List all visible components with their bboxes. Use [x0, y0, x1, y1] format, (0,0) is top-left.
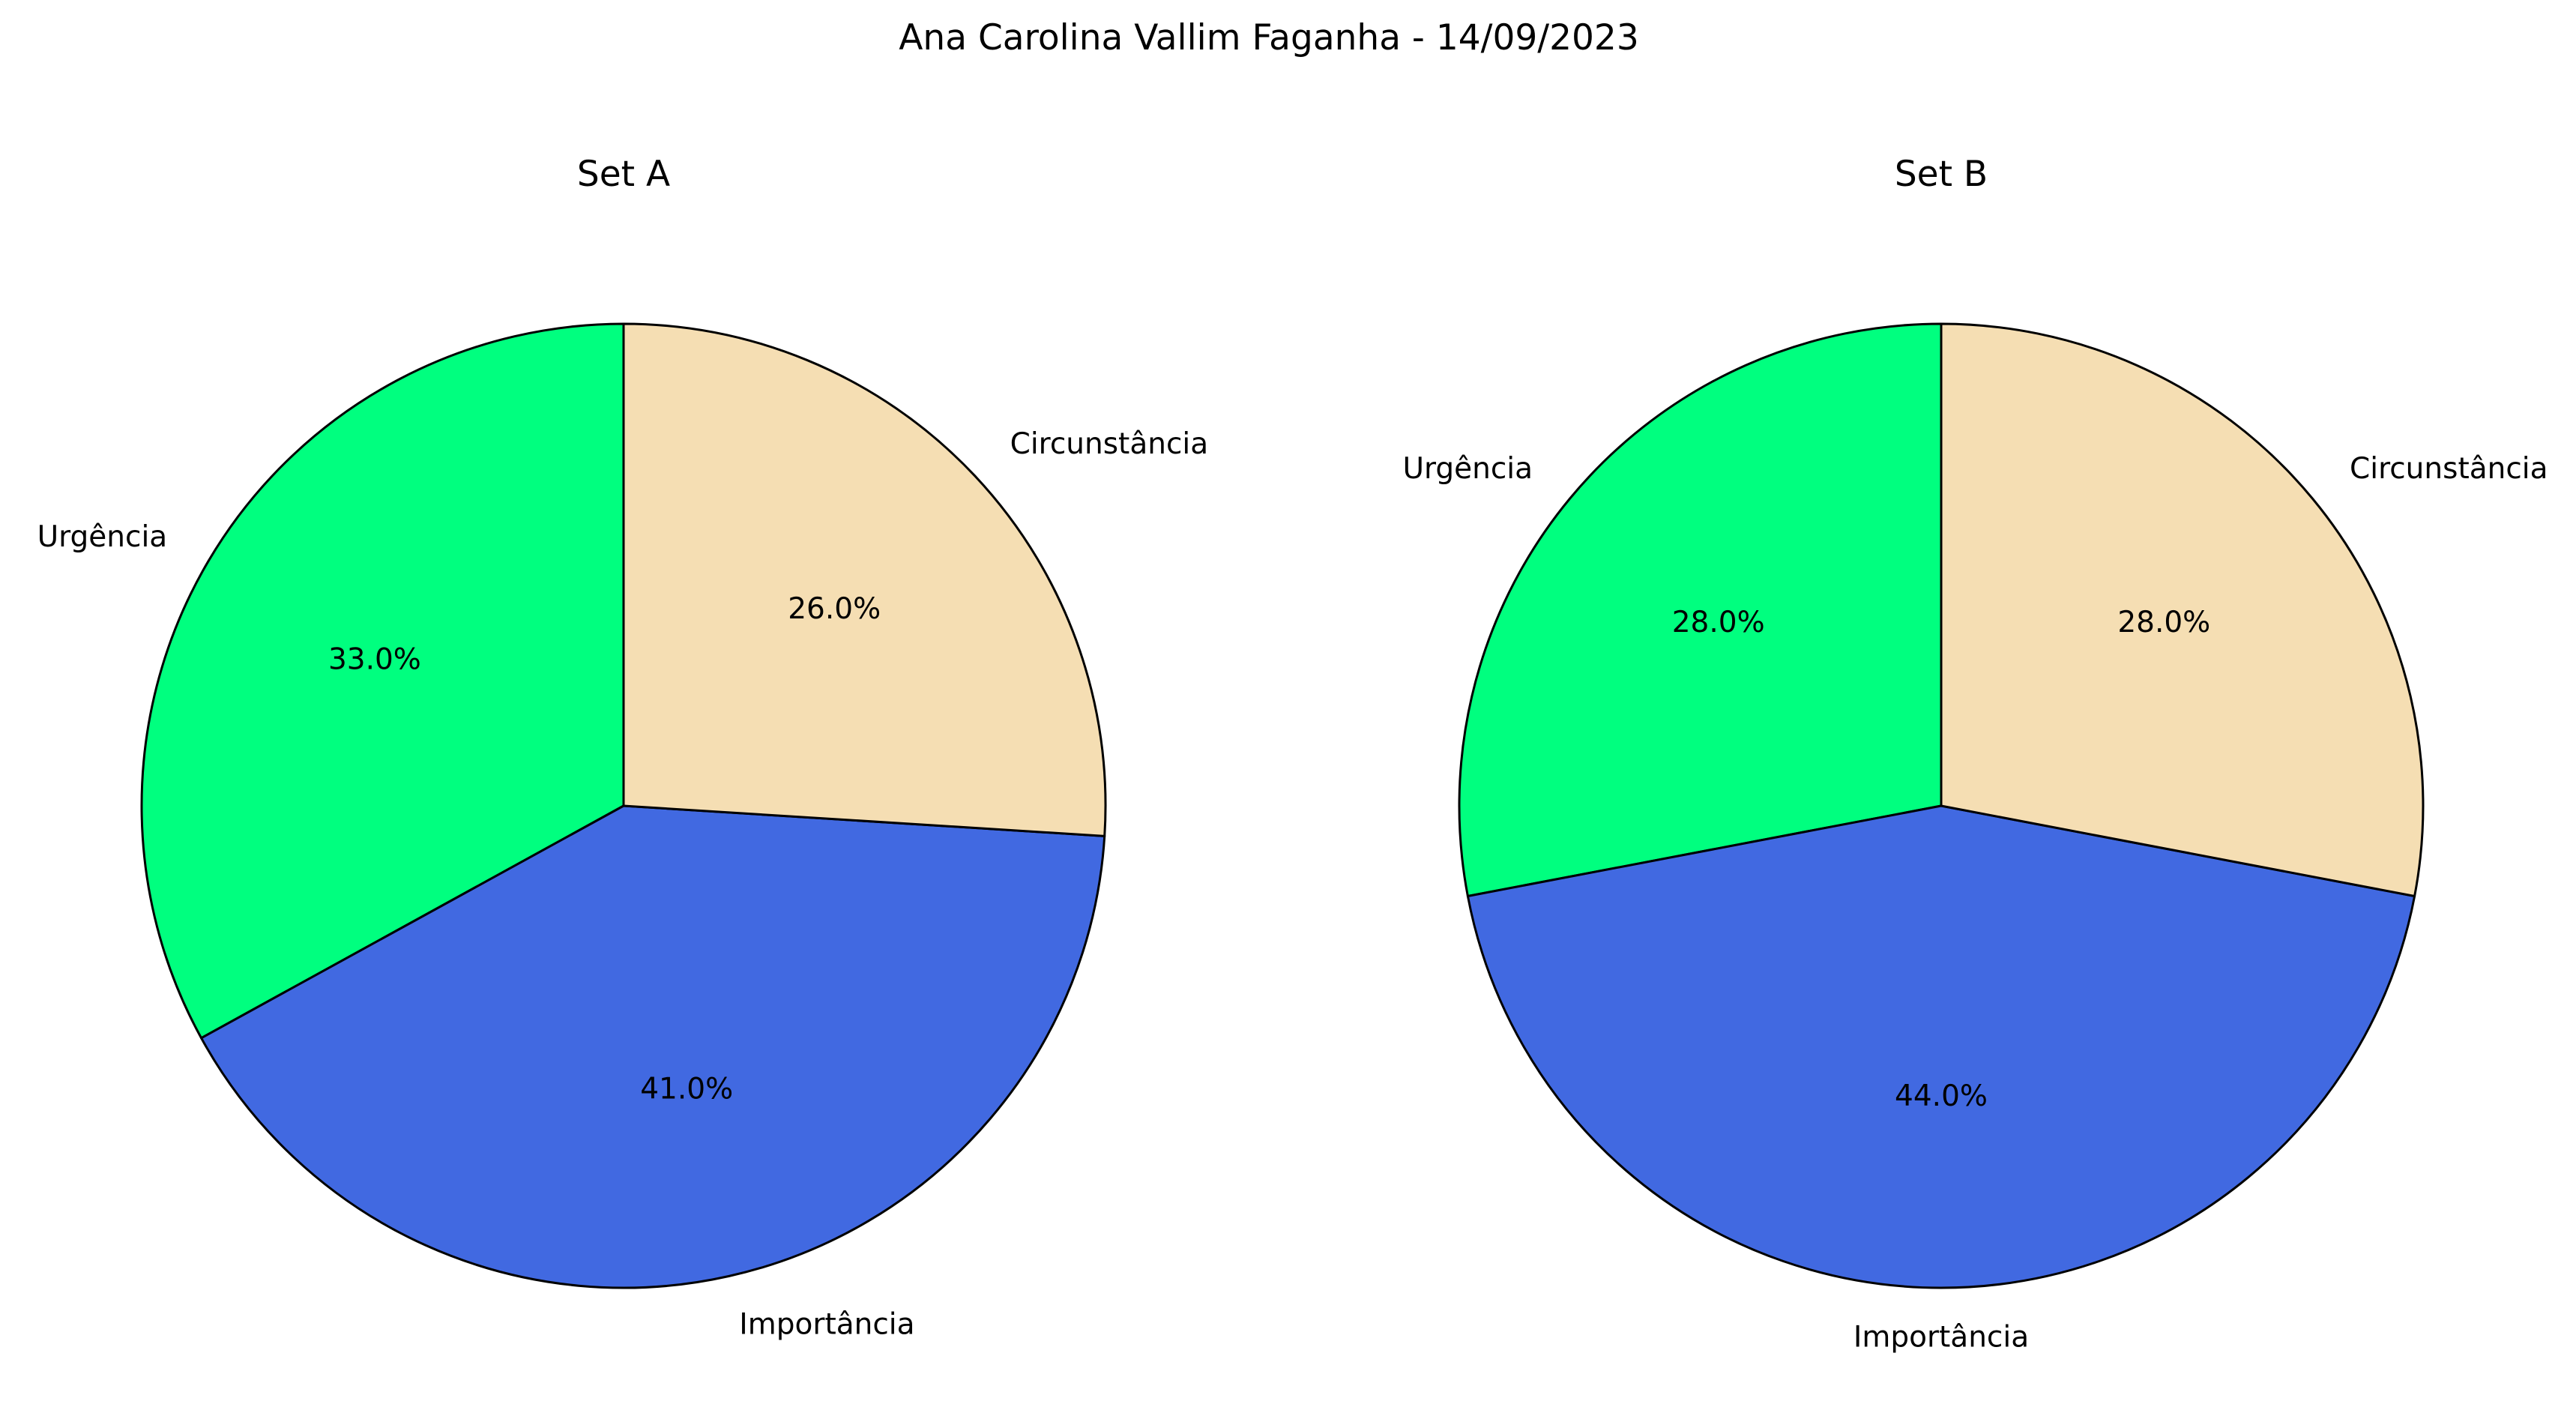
pct-label-set-a-urgencia: 33.0%: [328, 643, 421, 677]
pie-title-set-a: Set A: [577, 154, 670, 195]
pie-slice-set-b-circunstancia: [1940, 322, 2425, 897]
slice-label-set-a-circunstancia: Circunstância: [1010, 427, 1209, 461]
slice-label-set-b-urgencia: Urgência: [1402, 452, 1533, 486]
pct-label-set-a-importancia: 41.0%: [640, 1073, 733, 1106]
slice-label-set-a-importancia: Importância: [739, 1307, 914, 1341]
slice-label-set-b-circunstancia: Circunstância: [2350, 452, 2548, 486]
pie-slice-set-a-circunstancia: [622, 322, 1107, 837]
pct-label-set-a-circunstancia: 26.0%: [788, 592, 881, 626]
slice-label-set-b-importancia: Importância: [1853, 1320, 2029, 1354]
pie-slice-set-a-urgencia: [140, 322, 625, 1040]
slice-label-set-a-urgencia: Urgência: [37, 520, 168, 554]
pct-label-set-b-importancia: 44.0%: [1895, 1079, 1988, 1113]
pie-title-set-b: Set B: [1895, 154, 1988, 195]
pie-chart-set-a: Set A Urgência 33.0% Importância 41.0% Circu…: [37, 154, 1208, 1341]
pct-label-set-b-circunstancia: 28.0%: [2117, 606, 2210, 639]
pct-label-set-b-urgencia: 28.0%: [1672, 606, 1765, 639]
pie-slice-set-b-importancia: [1466, 804, 2416, 1289]
pie-slice-set-a-importancia: [200, 804, 1106, 1289]
figure-title: Ana Carolina Vallim Faganha - 14/09/2023: [899, 17, 1638, 58]
pie-slice-set-b-urgencia: [1458, 322, 1943, 897]
pie-chart-set-b: Set B Urgência 28.0% Importância 44.0% Circu…: [1402, 154, 2548, 1354]
